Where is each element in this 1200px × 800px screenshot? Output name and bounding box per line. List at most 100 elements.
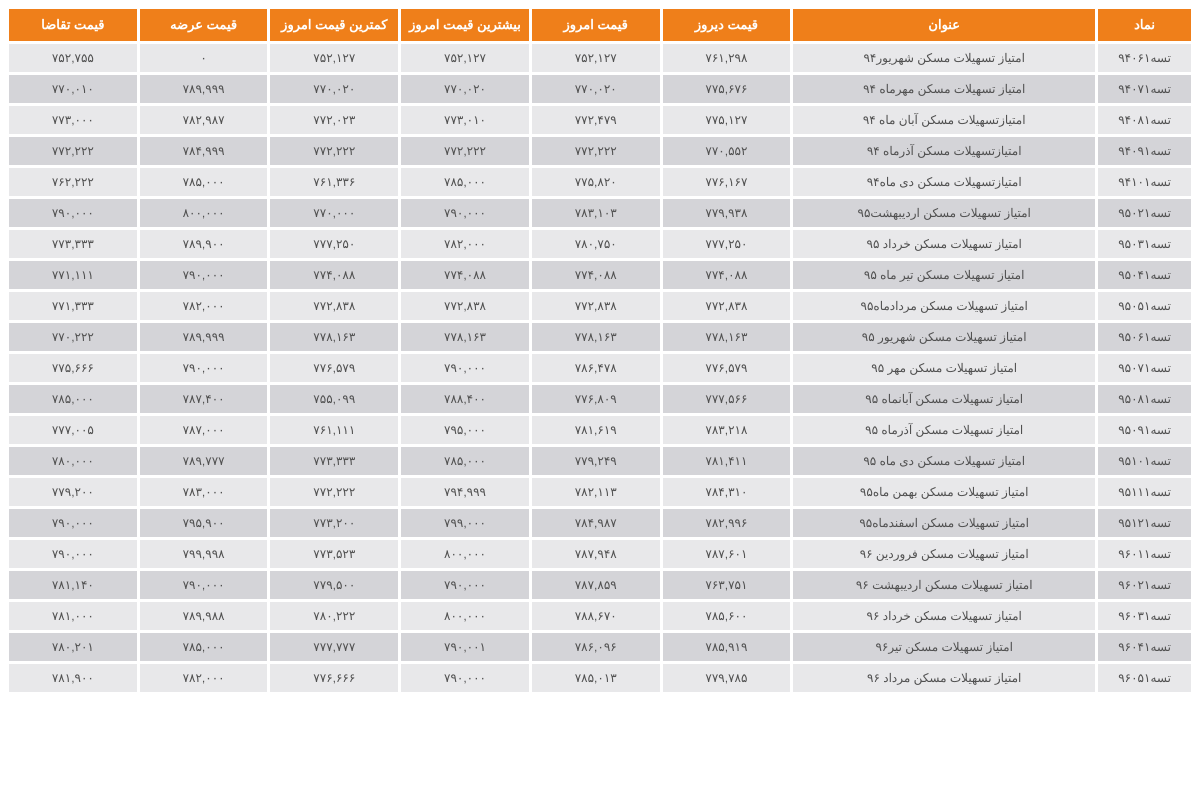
cell-yesterday: ۷۷۴,۰۸۸ [663,261,791,289]
cell-title: امتیاز تسهیلات مسکن فروردین ۹۶ [793,540,1095,568]
cell-bid: ۷۷۰,۰۱۰ [9,75,137,103]
cell-ask: ۸۰۰,۰۰۰ [140,199,268,227]
cell-low: ۷۵۵,۰۹۹ [270,385,398,413]
cell-title: امتیاز تسهیلات مسکن خرداد ۹۶ [793,602,1095,630]
cell-high: ۷۷۳,۰۱۰ [401,106,529,134]
cell-ask: ۷۸۹,۹۰۰ [140,230,268,258]
cell-ask: ۷۹۹,۹۹۸ [140,540,268,568]
cell-ask: ۷۹۰,۰۰۰ [140,261,268,289]
table-row: تسه۹۴۰۶۱امتیاز تسهیلات مسکن شهریور۹۴۷۶۱,… [9,44,1191,72]
cell-high: ۷۷۲,۲۲۲ [401,137,529,165]
cell-ask: ۷۸۵,۰۰۰ [140,168,268,196]
cell-high: ۸۰۰,۰۰۰ [401,602,529,630]
cell-high: ۷۹۴,۹۹۹ [401,478,529,506]
cell-low: ۷۷۲,۲۲۲ [270,137,398,165]
cell-ask: ۷۸۹,۹۹۹ [140,323,268,351]
cell-low: ۷۷۰,۰۲۰ [270,75,398,103]
col-header-ask: قیمت عرضه [140,9,268,41]
cell-ask: ۷۸۷,۴۰۰ [140,385,268,413]
table-row: تسه۹۴۰۸۱امتیازتسهیلات مسکن آبان ماه ۹۴۷۷… [9,106,1191,134]
cell-high: ۸۰۰,۰۰۰ [401,540,529,568]
table-row: تسه۹۵۱۰۱امتیاز تسهیلات مسکن دی ماه ۹۵۷۸۱… [9,447,1191,475]
cell-yesterday: ۷۸۱,۴۱۱ [663,447,791,475]
cell-low: ۷۷۷,۷۷۷ [270,633,398,661]
col-header-bid: قیمت تقاضا [9,9,137,41]
cell-title: امتیاز تسهیلات مسکن شهریور ۹۵ [793,323,1095,351]
table-row: تسه۹۵۱۱۱امتیاز تسهیلات مسکن بهمن ماه۹۵ ۷۸… [9,478,1191,506]
cell-bid: ۷۷۳,۳۳۳ [9,230,137,258]
cell-symbol: تسه۹۶۰۵۱ [1098,664,1191,692]
cell-yesterday: ۷۸۵,۶۰۰ [663,602,791,630]
cell-ask: ۷۸۲,۰۰۰ [140,664,268,692]
cell-symbol: تسه۹۶۰۲۱ [1098,571,1191,599]
cell-ask: ۰ [140,44,268,72]
cell-bid: ۷۸۱,۹۰۰ [9,664,137,692]
cell-today: ۷۸۴,۹۸۷ [532,509,660,537]
cell-bid: ۷۹۰,۰۰۰ [9,540,137,568]
cell-low: ۷۸۰,۲۲۲ [270,602,398,630]
cell-symbol: تسه۹۴۰۹۱ [1098,137,1191,165]
cell-today: ۷۸۶,۴۷۸ [532,354,660,382]
cell-today: ۷۷۸,۱۶۳ [532,323,660,351]
cell-bid: ۷۹۰,۰۰۰ [9,509,137,537]
cell-bid: ۷۸۰,۰۰۰ [9,447,137,475]
cell-high: ۷۷۸,۱۶۳ [401,323,529,351]
table-row: تسه۹۵۰۶۱امتیاز تسهیلات مسکن شهریور ۹۵ ۷۷۸… [9,323,1191,351]
col-header-today: قیمت امروز [532,9,660,41]
cell-high: ۷۹۰,۰۰۱ [401,633,529,661]
cell-today: ۷۸۲,۱۱۳ [532,478,660,506]
cell-ask: ۷۸۹,۹۹۹ [140,75,268,103]
table-row: تسه۹۴۰۹۱امتیازتسهیلات مسکن آذرماه ۹۴۷۷۰,… [9,137,1191,165]
cell-high: ۷۹۰,۰۰۰ [401,571,529,599]
cell-low: ۷۷۸,۱۶۳ [270,323,398,351]
cell-bid: ۷۷۲,۲۲۲ [9,137,137,165]
cell-today: ۷۸۷,۹۴۸ [532,540,660,568]
cell-title: امتیازتسهیلات مسکن آبان ماه ۹۴ [793,106,1095,134]
table-row: تسه۹۶۰۳۱امتیاز تسهیلات مسکن خرداد ۹۶۷۸۵,… [9,602,1191,630]
cell-low: ۷۵۲,۱۲۷ [270,44,398,72]
cell-symbol: تسه۹۵۱۱۱ [1098,478,1191,506]
cell-title: امتیاز تسهیلات مسکن تیر۹۶ [793,633,1095,661]
table-row: تسه۹۵۰۲۱امتیاز تسهیلات مسکن اردیبهشت۹۵۷۷… [9,199,1191,227]
table-row: تسه۹۵۱۲۱امتیاز تسهیلات مسکن اسفندماه۹۵۷۸… [9,509,1191,537]
col-header-symbol: نماد [1098,9,1191,41]
table-row: تسه۹۵۰۹۱امتیاز تسهیلات مسکن آذرماه ۹۵۷۸۳… [9,416,1191,444]
cell-title: امتیاز تسهیلات مسکن بهمن ماه۹۵ [793,478,1095,506]
cell-yesterday: ۷۷۹,۹۳۸ [663,199,791,227]
cell-high: ۷۸۵,۰۰۰ [401,447,529,475]
cell-title: امتیاز تسهیلات مسکن اسفندماه۹۵ [793,509,1095,537]
cell-high: ۷۹۰,۰۰۰ [401,354,529,382]
cell-bid: ۷۶۲,۲۲۲ [9,168,137,196]
cell-title: امتیاز تسهیلات مسکن مرداد ۹۶ [793,664,1095,692]
cell-title: امتیاز تسهیلات مسکن دی ماه ۹۵ [793,447,1095,475]
cell-low: ۷۷۰,۰۰۰ [270,199,398,227]
price-table: نماد عنوان قیمت دیروز قیمت امروز بیشترین… [6,6,1194,695]
cell-ask: ۷۹۵,۹۰۰ [140,509,268,537]
cell-bid: ۷۷۱,۱۱۱ [9,261,137,289]
table-row: تسه۹۶۰۲۱امتیاز تسهیلات مسکن اردیبهشت ۹۶۷… [9,571,1191,599]
col-header-low: کمترین قیمت امروز [270,9,398,41]
cell-symbol: تسه۹۵۰۷۱ [1098,354,1191,382]
cell-title: امتیاز تسهیلات مسکن اردیبهشت۹۵ [793,199,1095,227]
cell-symbol: تسه۹۵۰۲۱ [1098,199,1191,227]
cell-symbol: تسه۹۶۰۳۱ [1098,602,1191,630]
cell-ask: ۷۸۷,۰۰۰ [140,416,268,444]
cell-symbol: تسه۹۶۰۴۱ [1098,633,1191,661]
cell-high: ۷۹۵,۰۰۰ [401,416,529,444]
cell-bid: ۷۷۰,۲۲۲ [9,323,137,351]
col-header-title: عنوان [793,9,1095,41]
table-row: تسه۹۵۰۳۱امتیاز تسهیلات مسکن خرداد ۹۵۷۷۷,… [9,230,1191,258]
cell-symbol: تسه۹۵۰۶۱ [1098,323,1191,351]
col-header-high: بیشترین قیمت امروز [401,9,529,41]
cell-today: ۷۷۴,۰۸۸ [532,261,660,289]
cell-high: ۷۷۴,۰۸۸ [401,261,529,289]
cell-today: ۷۵۲,۱۲۷ [532,44,660,72]
cell-symbol: تسه۹۵۰۸۱ [1098,385,1191,413]
cell-today: ۷۸۱,۶۱۹ [532,416,660,444]
cell-bid: ۷۸۱,۰۰۰ [9,602,137,630]
cell-symbol: تسه۹۶۰۱۱ [1098,540,1191,568]
cell-low: ۷۷۲,۲۲۲ [270,478,398,506]
cell-symbol: تسه۹۵۰۴۱ [1098,261,1191,289]
cell-today: ۷۷۶,۸۰۹ [532,385,660,413]
cell-title: امتیاز تسهیلات مسکن تیر ماه ۹۵ [793,261,1095,289]
